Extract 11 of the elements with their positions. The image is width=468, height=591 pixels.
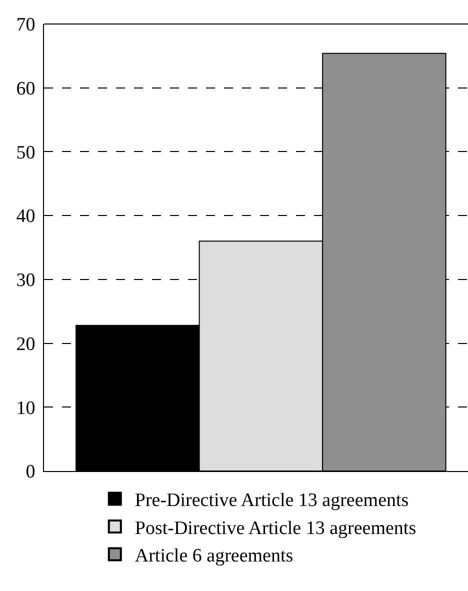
y-tick-label: 10 — [16, 398, 36, 419]
y-tick-label: 30 — [16, 270, 36, 292]
legend-label: Post-Directive Article 13 agreements — [134, 518, 416, 539]
y-tick-label: 20 — [16, 334, 36, 355]
y-tick-label: 40 — [16, 206, 36, 228]
y-tick-label: 60 — [16, 78, 36, 100]
legend-label: Article 6 agreements — [134, 546, 294, 567]
y-tick-label: 70 — [16, 14, 36, 36]
y-tick-label: 50 — [16, 142, 36, 164]
y-tick-label: 0 — [26, 462, 36, 483]
legend-label: Pre-Directive Article 13 agreements — [134, 490, 409, 512]
